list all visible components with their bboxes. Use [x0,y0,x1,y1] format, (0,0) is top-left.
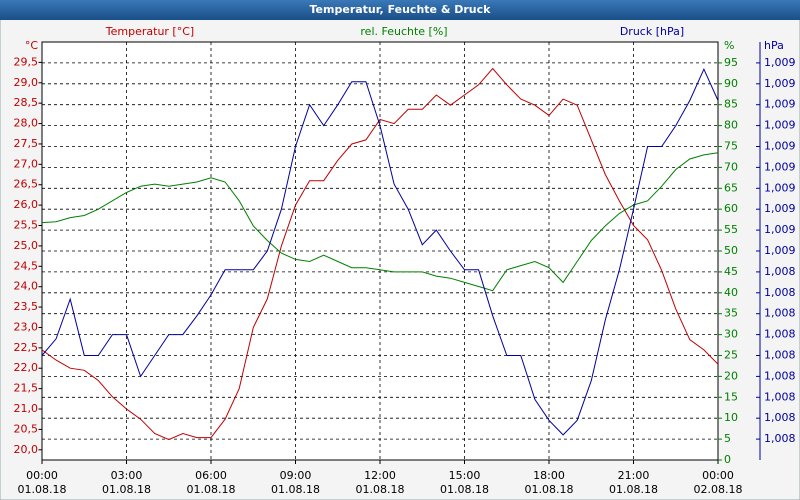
title-bar [0,0,800,20]
y3-tick-label: 1,009 [764,119,796,132]
data-line [41,67,719,441]
y2-tick-label: 55 [724,223,738,236]
y-tick-label: 21,0 [14,402,39,415]
y2-tick-label: 70 [724,160,738,173]
y-tick-label: 22,5 [14,341,39,354]
y3-tick-label: 1,008 [764,328,796,341]
x-tick-label: 01.08.18 [440,483,489,496]
y3-tick-label: 1,009 [764,98,796,111]
y-tick-label: 29,0 [14,76,39,89]
x-tick-label: 09:00 [280,469,312,482]
y3-tick-label: 1,008 [764,265,796,278]
legend-label: Temperatur [°C] [105,25,194,38]
x-tick-label: 21:00 [618,469,650,482]
y-tick-label: 28,0 [14,117,39,130]
x-tick-label: 01.08.18 [187,483,236,496]
x-tick-label: 00:00 [702,469,734,482]
y-tick-label: 27,5 [14,137,39,150]
y3-tick-label: 1,009 [764,160,796,173]
y2-tick-label: 50 [724,244,738,257]
y-tick-label: 23,5 [14,300,39,313]
y-tick-label: 24,0 [14,280,39,293]
y2-axis-title: % [724,39,734,52]
legend-label: Druck [hPa] [620,25,684,38]
y3-tick-label: 1,008 [764,411,796,424]
y3-tick-label: 1,009 [764,56,796,69]
y2-tick-label: 85 [724,98,738,111]
y2-tick-label: 35 [724,307,738,320]
y2-tick-label: 5 [724,432,731,445]
x-tick-label: 01.08.18 [18,483,67,496]
x-tick-label: 15:00 [449,469,481,482]
y3-tick-label: 1,008 [764,390,796,403]
y2-tick-label: 10 [724,411,738,424]
y3-tick-label: 1,009 [764,181,796,194]
y-tick-label: 25,0 [14,239,39,252]
y3-tick-label: 1,008 [764,432,796,445]
data-line [41,67,719,436]
y-axis-title: °C [25,39,39,52]
y3-tick-label: 1,009 [764,77,796,90]
y-tick-label: 23,0 [14,320,39,333]
x-tick-label: 02.08.18 [694,483,743,496]
y-tick-label: 21,5 [14,382,39,395]
y-tick-label: 27,0 [14,157,39,170]
y3-tick-label: 1,008 [764,307,796,320]
y2-tick-label: 40 [724,286,738,299]
y-tick-label: 24,5 [14,259,39,272]
y3-tick-label: 1,009 [764,244,796,257]
y2-tick-label: 75 [724,140,738,153]
y-tick-label: 29,5 [14,55,39,68]
y2-tick-label: 15 [724,390,738,403]
y2-tick-label: 90 [724,77,738,90]
y2-tick-label: 60 [724,202,738,215]
x-tick-label: 18:00 [533,469,565,482]
y2-tick-label: 65 [724,181,738,194]
x-tick-label: 01.08.18 [271,483,320,496]
y2-tick-label: 95 [724,56,738,69]
y3-axis-title: hPa [764,39,784,52]
y3-tick-label: 1,008 [764,349,796,362]
chart-title: Temperatur, Feuchte & Druck [310,3,492,16]
y3-tick-label: 1,008 [764,286,796,299]
y-tick-label: 28,5 [14,96,39,109]
x-tick-label: 03:00 [111,469,143,482]
y-tick-label: 26,0 [14,198,39,211]
y2-tick-label: 45 [724,265,738,278]
x-tick-label: 06:00 [195,469,227,482]
legend-label: rel. Feuchte [%] [360,25,447,38]
x-tick-label: 01.08.18 [356,483,405,496]
y-tick-label: 20,5 [14,422,39,435]
x-tick-label: 01.08.18 [609,483,658,496]
y2-tick-label: 0 [724,453,731,466]
y3-tick-label: 1,009 [764,140,796,153]
y2-tick-label: 80 [724,119,738,132]
data-line [41,152,719,292]
x-tick-label: 00:00 [26,469,58,482]
y2-tick-label: 20 [724,369,738,382]
y3-tick-label: 1,009 [764,223,796,236]
y-tick-label: 25,5 [14,219,39,232]
y2-tick-label: 30 [724,328,738,341]
y-tick-label: 22,0 [14,361,39,374]
y3-tick-label: 1,009 [764,202,796,215]
y3-tick-label: 1,008 [764,369,796,382]
x-tick-label: 01.08.18 [102,483,151,496]
y2-tick-label: 25 [724,349,738,362]
y-tick-label: 20,0 [14,443,39,456]
x-tick-label: 01.08.18 [525,483,574,496]
x-tick-label: 12:00 [364,469,396,482]
y-tick-label: 26,5 [14,178,39,191]
